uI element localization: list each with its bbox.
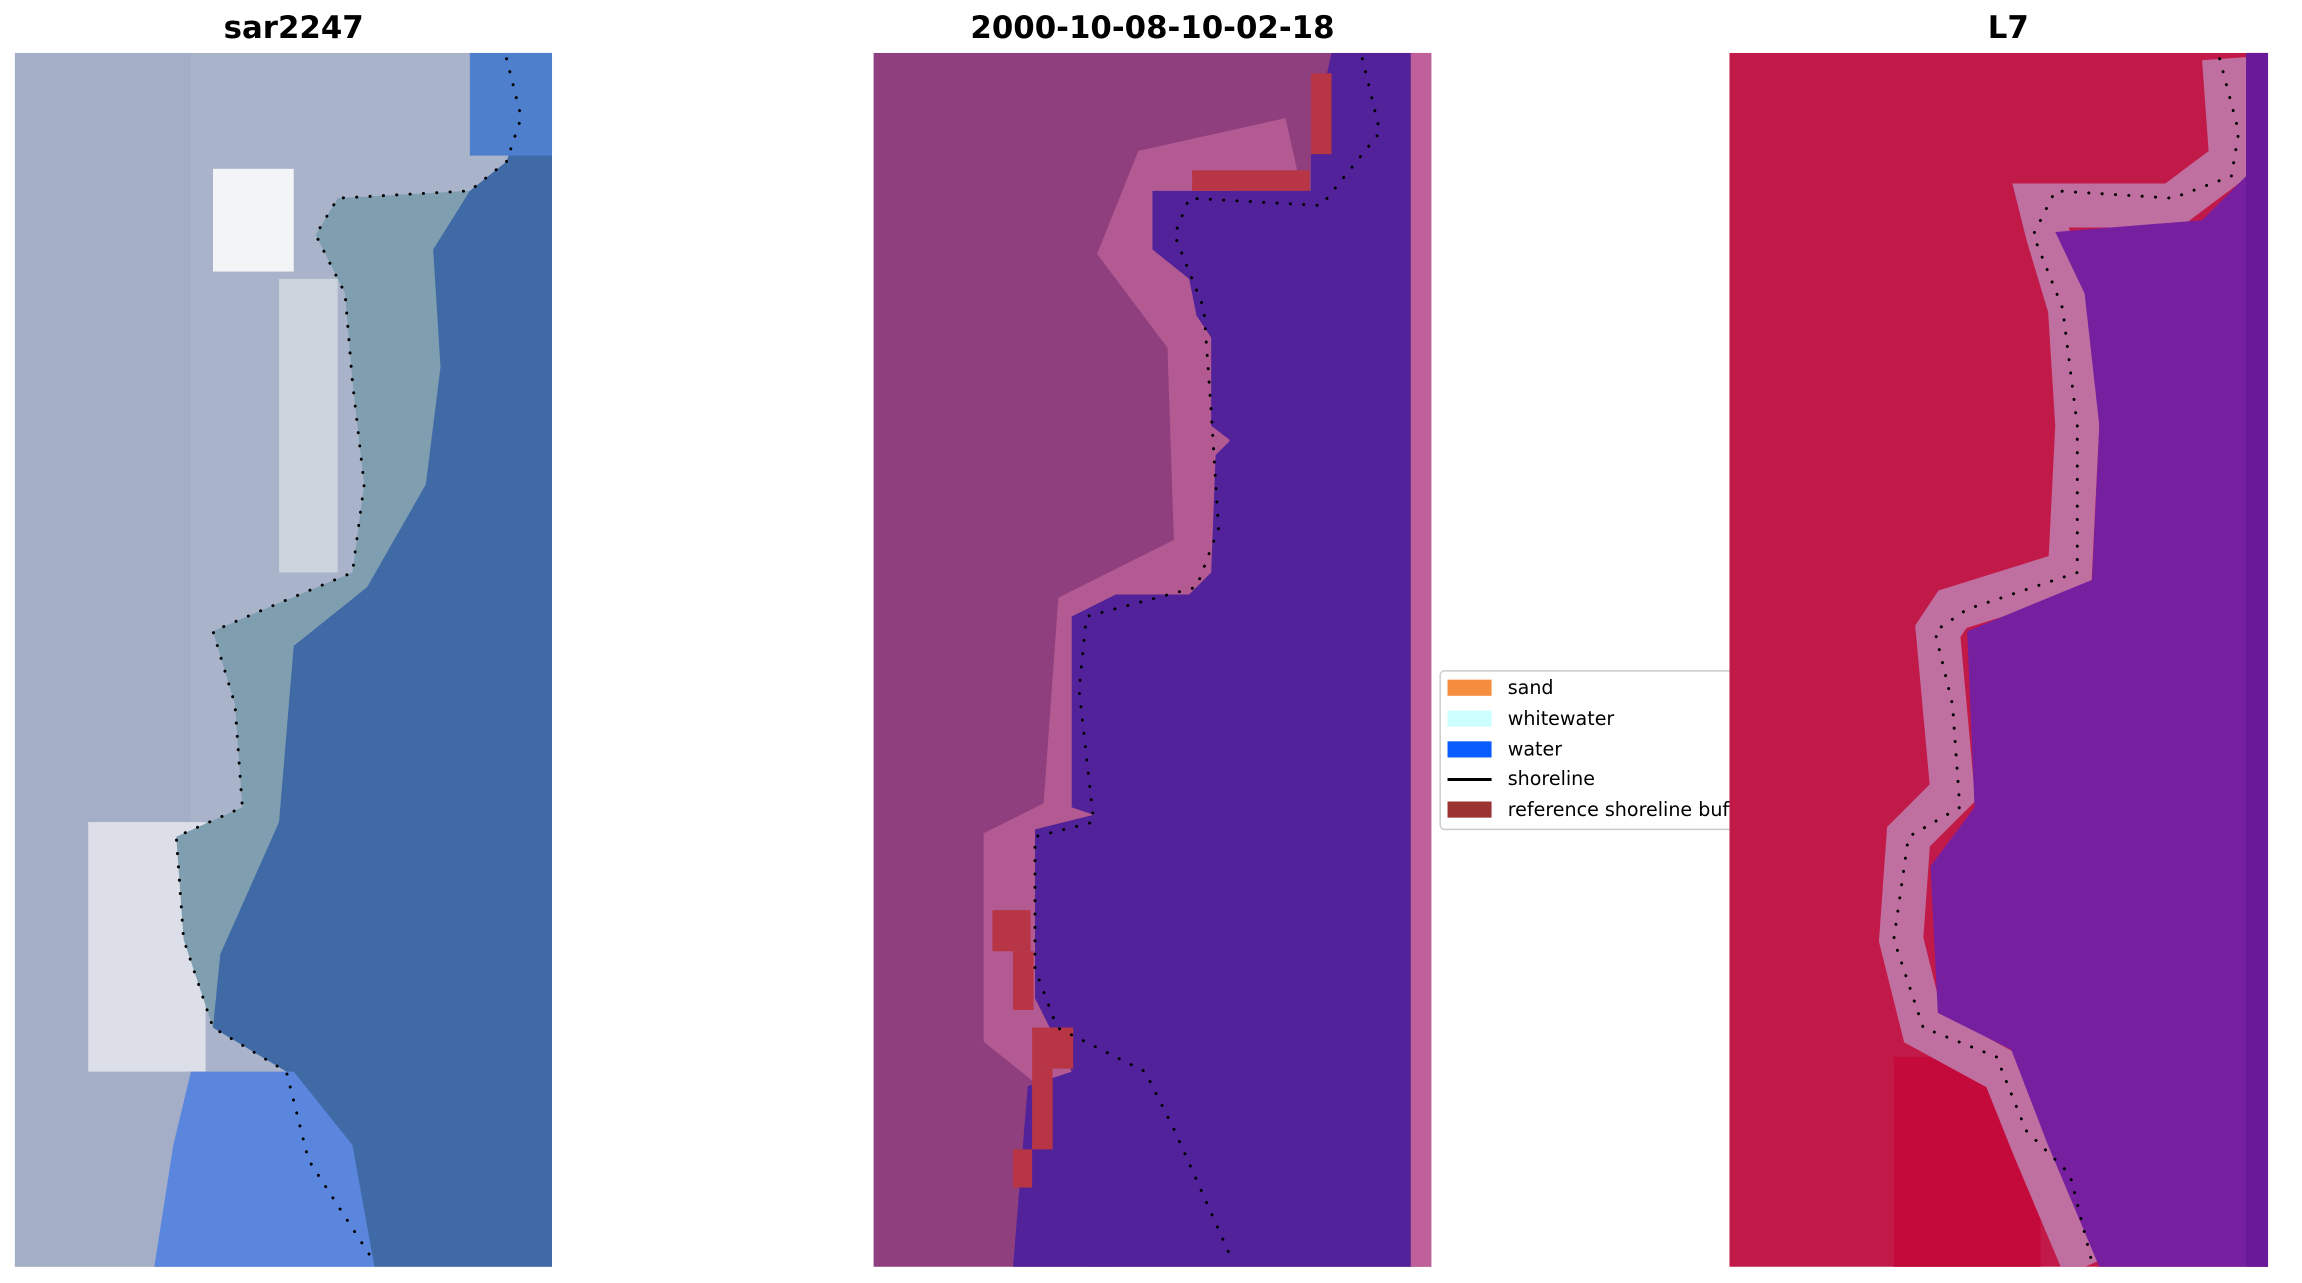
legend-label: water — [1508, 739, 1563, 761]
legend: sand whitewater water shoreline referenc… — [1439, 670, 1756, 831]
panel-title: L7 — [1988, 10, 2029, 46]
legend-swatch — [1447, 801, 1492, 818]
legend-label: shoreline — [1508, 768, 1595, 790]
image-panel — [14, 52, 553, 1267]
image-panel — [1729, 52, 2269, 1267]
panel-title: 2000-10-08-10-02-18 — [970, 10, 1334, 46]
legend-swatch — [1447, 741, 1492, 758]
legend-label: reference shoreline buffer — [1508, 799, 1756, 821]
legend-swatch — [1447, 710, 1492, 727]
legend-swatch — [1447, 679, 1492, 696]
legend-label: whitewater — [1508, 708, 1615, 730]
image-panel — [873, 52, 1432, 1267]
panel-title: sar2247 — [224, 10, 364, 46]
legend-label: sand — [1508, 677, 1554, 699]
